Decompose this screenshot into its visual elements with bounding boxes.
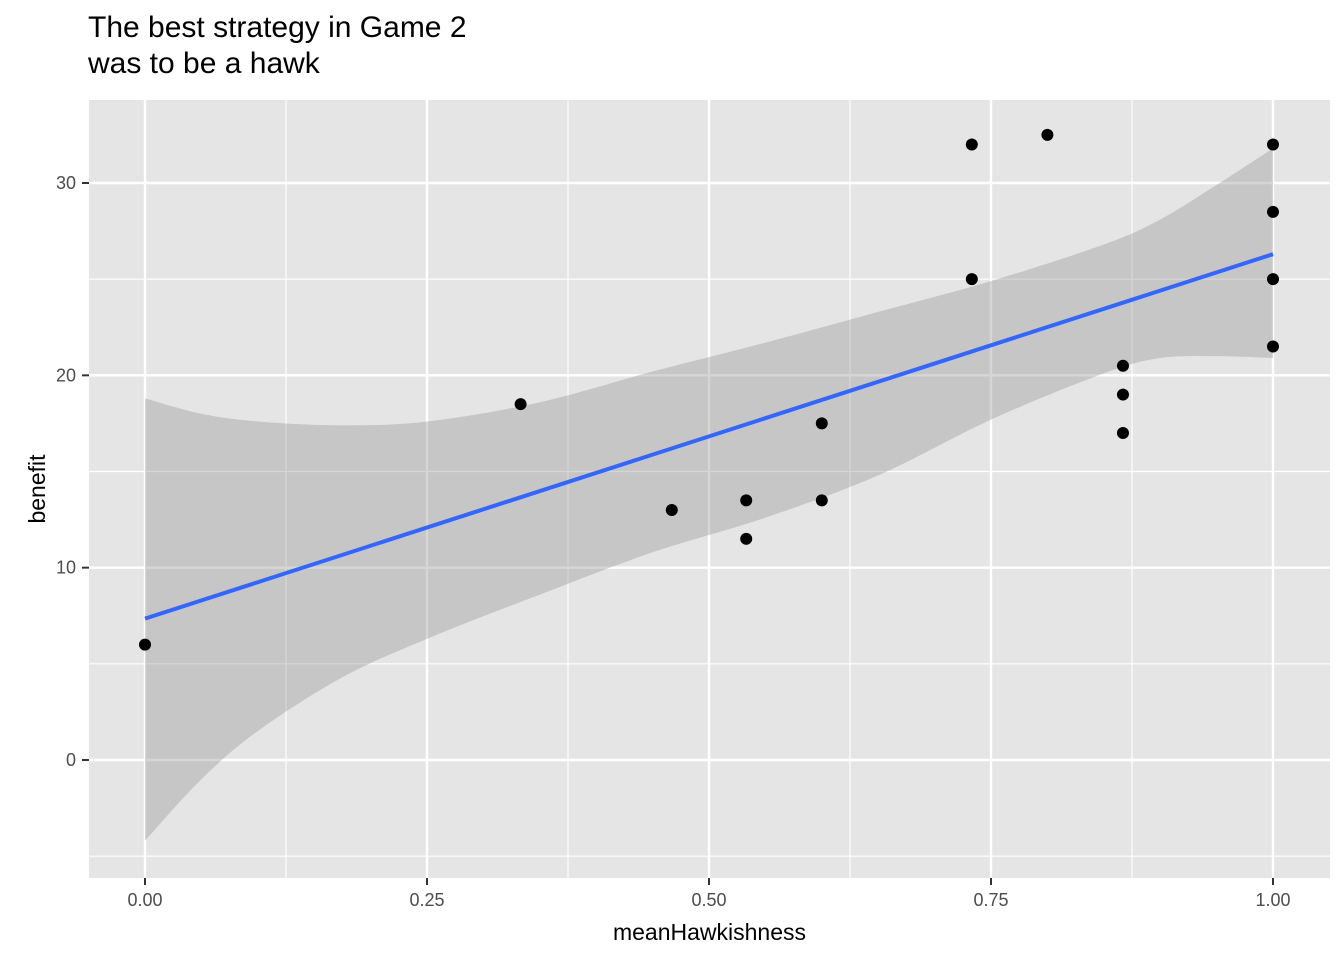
data-point: [815, 494, 828, 507]
x-tick-label: 1.00: [1255, 890, 1290, 910]
data-point: [965, 138, 978, 151]
data-point: [1116, 359, 1129, 372]
data-point: [1267, 273, 1279, 286]
x-axis: 0.00 0.25 0.50 0.75 1.00: [127, 878, 1291, 910]
data-point: [815, 417, 828, 430]
y-axis-title: benefit: [24, 454, 50, 524]
regression-line: [144, 252, 1274, 621]
x-tick-label: 0.50: [691, 890, 726, 910]
data-points: [139, 128, 1279, 651]
data-point: [139, 638, 151, 651]
x-tick-label: 0.75: [973, 890, 1008, 910]
data-point: [1267, 138, 1279, 151]
y-tick-label: 20: [56, 365, 76, 385]
data-point: [740, 532, 753, 545]
chart-title: The best strategy in Game 2 was to be a …: [88, 11, 467, 80]
data-point: [665, 503, 678, 516]
confidence-band: [145, 148, 1273, 841]
data-point: [514, 398, 527, 411]
data-point: [1116, 427, 1129, 440]
x-tick-label: 0.25: [409, 890, 444, 910]
data-point: [1041, 128, 1054, 141]
y-tick-label: 0: [66, 750, 76, 770]
x-axis-title: meanHawkishness: [613, 919, 806, 945]
data-point: [965, 273, 978, 286]
data-point: [1267, 340, 1279, 353]
y-tick-label: 30: [56, 173, 76, 193]
data-point: [1116, 388, 1129, 401]
major-gridlines: [89, 100, 1330, 878]
y-axis: 0 10 20 30: [56, 173, 89, 770]
y-tick-label: 10: [56, 558, 76, 578]
data-point: [740, 494, 753, 507]
x-tick-label: 0.00: [127, 890, 162, 910]
data-point: [1267, 205, 1279, 218]
